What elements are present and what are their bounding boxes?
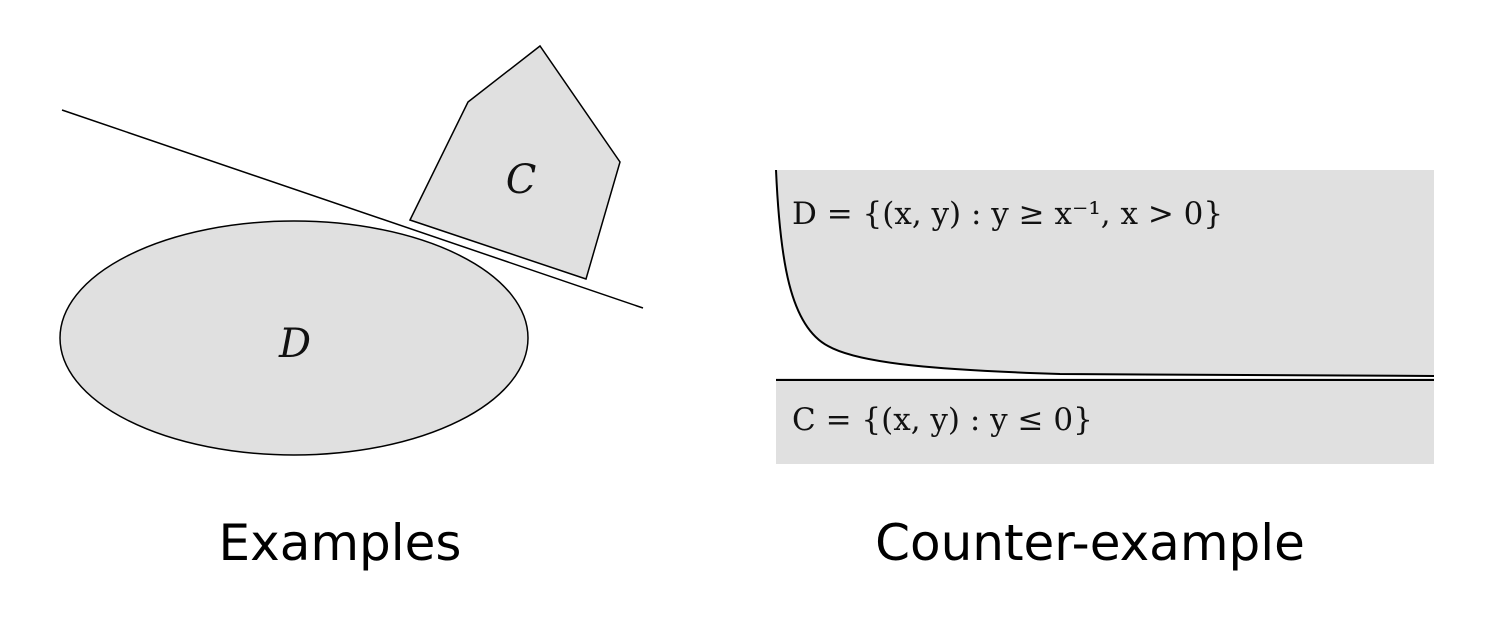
hyperbola-boundary-curve bbox=[775, 169, 1435, 377]
set-c-definition: C = {(x, y) : y ≤ 0} bbox=[792, 402, 1093, 438]
set-d-definition: D = {(x, y) : y ≥ x⁻¹, x > 0} bbox=[792, 196, 1223, 232]
set-c-polygon bbox=[408, 44, 621, 280]
set-d-ellipse bbox=[59, 220, 529, 456]
set-d-region bbox=[776, 170, 1434, 376]
separating-hyperplane bbox=[61, 109, 644, 309]
counter-example-caption: Counter-example bbox=[875, 514, 1305, 572]
examples-caption: Examples bbox=[218, 514, 462, 572]
counter-example-panel: D = {(x, y) : y ≥ x⁻¹, x > 0} C = {(x, y… bbox=[775, 169, 1435, 464]
set-c-label: C bbox=[506, 157, 537, 203]
set-c-region bbox=[776, 378, 1434, 464]
examples-panel: C D bbox=[59, 44, 644, 456]
set-d-label: D bbox=[278, 321, 311, 367]
